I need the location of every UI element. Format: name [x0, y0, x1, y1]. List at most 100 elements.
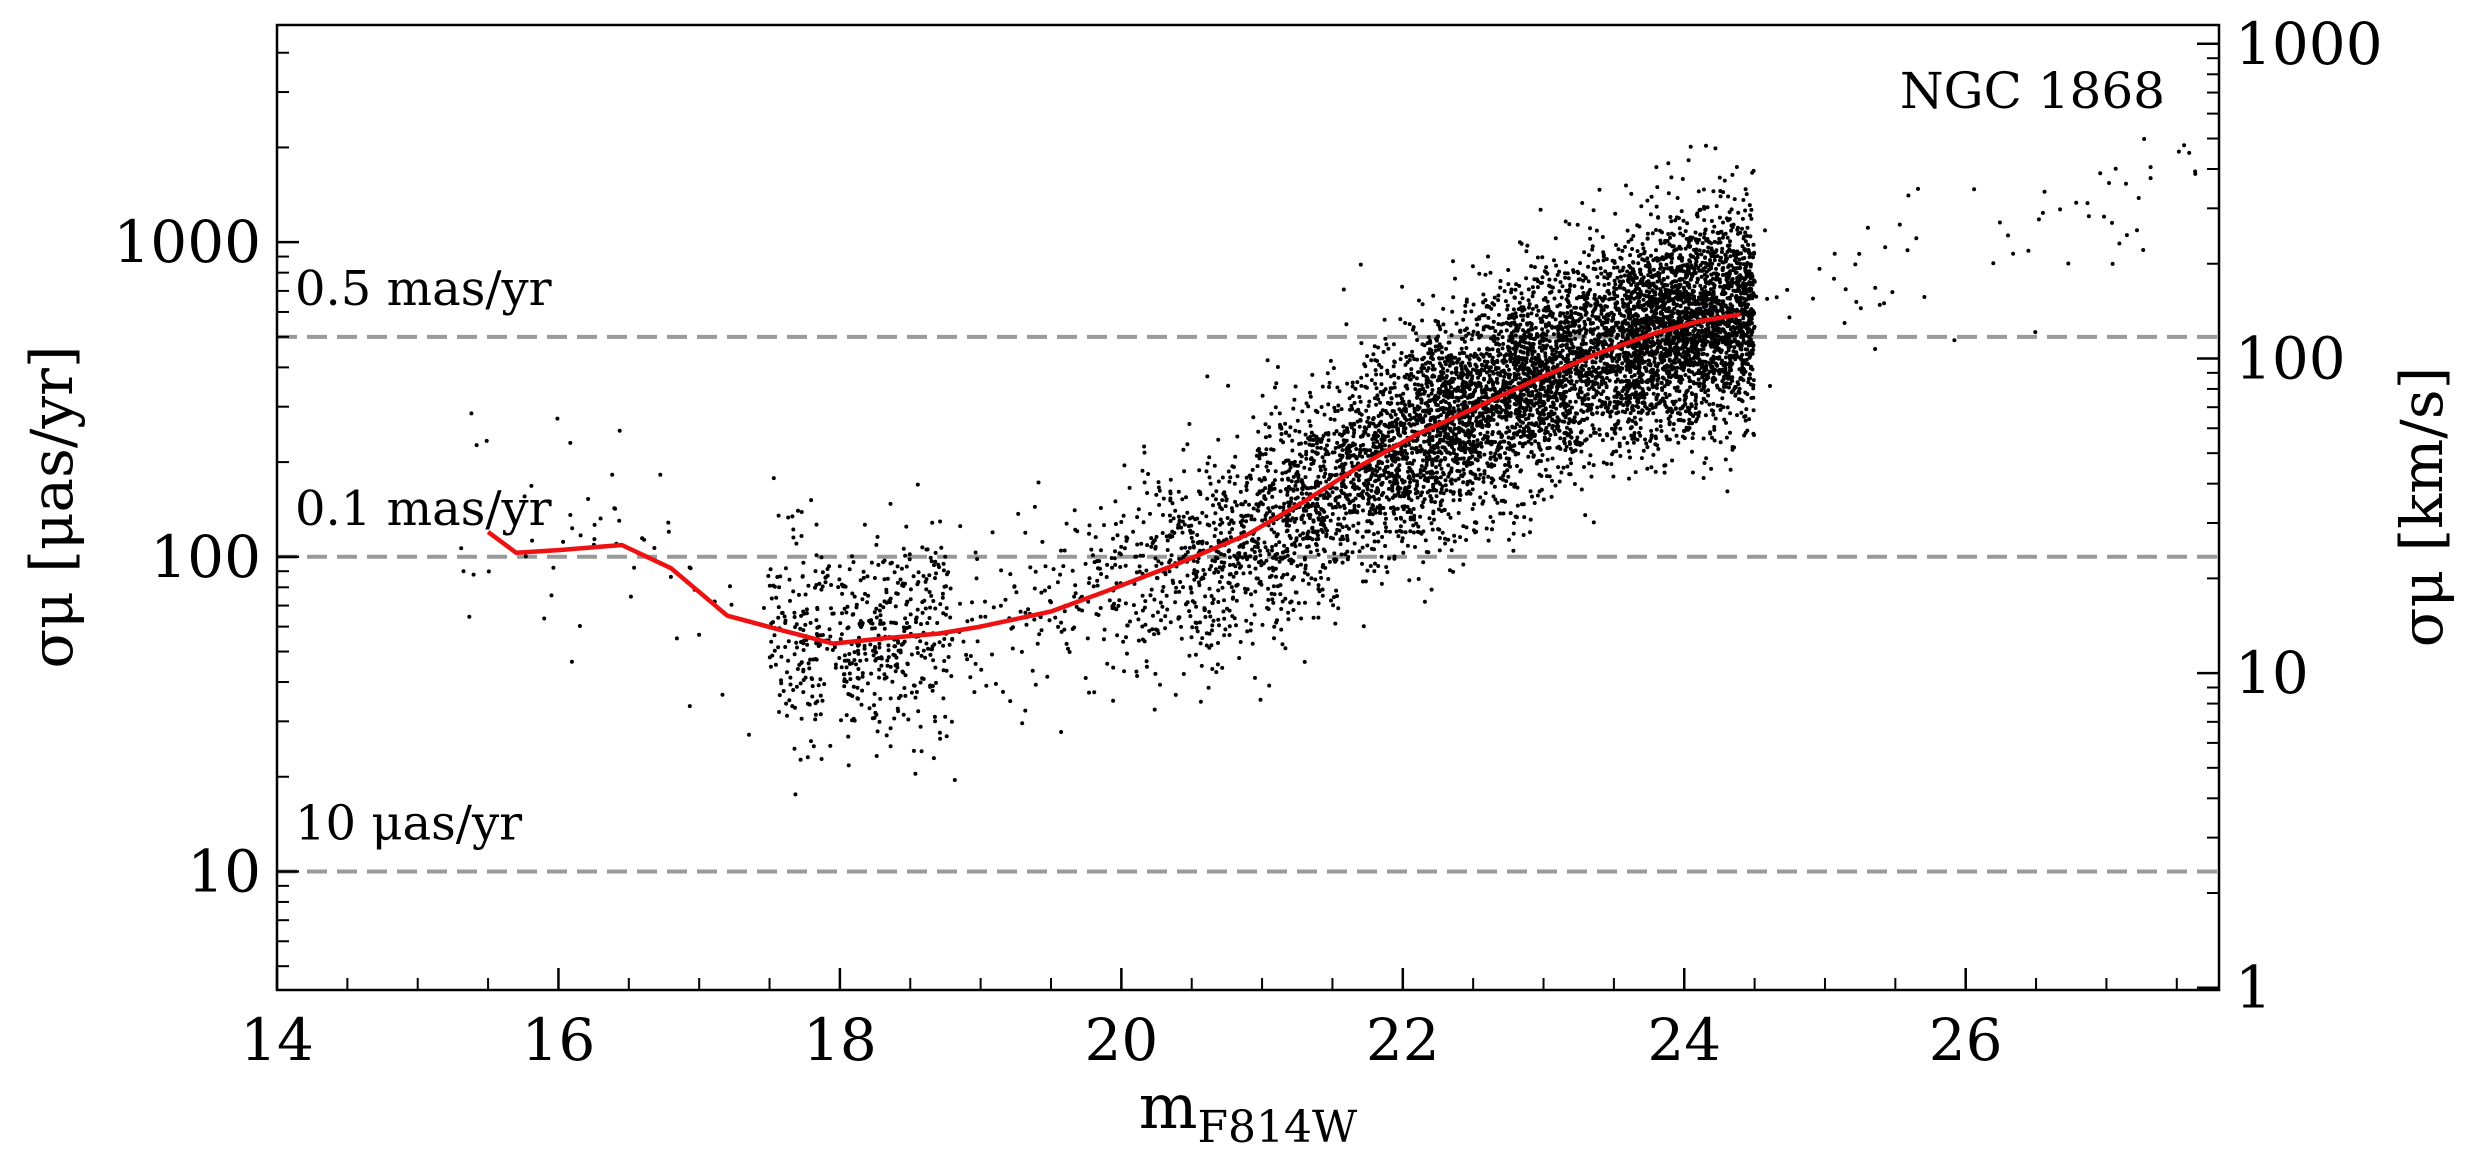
data-point	[1579, 449, 1584, 454]
data-point	[1359, 341, 1364, 346]
data-point	[1206, 685, 1211, 690]
data-point	[666, 520, 671, 525]
data-point	[1407, 322, 1412, 327]
data-point	[1721, 272, 1726, 277]
data-point	[1253, 675, 1257, 680]
data-point	[1712, 224, 1717, 229]
data-point	[816, 644, 821, 648]
data-point	[1325, 514, 1329, 519]
data-point	[901, 712, 906, 717]
data-point	[1443, 483, 1448, 488]
data-point	[1617, 357, 1622, 362]
data-point	[1219, 575, 1224, 579]
data-point	[1680, 177, 1685, 181]
data-point	[1537, 411, 1542, 416]
data-point	[1185, 510, 1190, 515]
data-point	[840, 611, 844, 616]
data-point	[1282, 543, 1287, 548]
data-point	[1567, 388, 1572, 393]
data-point	[1296, 601, 1301, 606]
data-point	[610, 472, 615, 477]
data-point	[1123, 601, 1128, 606]
data-point	[1532, 403, 1536, 408]
data-point	[1292, 519, 1297, 524]
data-point	[1318, 464, 1323, 469]
data-point	[1144, 568, 1149, 573]
data-point	[1749, 216, 1754, 221]
data-point	[1111, 536, 1115, 541]
data-point	[1345, 381, 1350, 386]
data-point	[1618, 255, 1623, 260]
data-point	[1332, 417, 1337, 422]
data-point	[1557, 428, 1562, 433]
data-point	[877, 719, 882, 724]
data-point	[1273, 469, 1278, 474]
data-point	[1464, 326, 1469, 331]
data-point	[1091, 584, 1096, 589]
data-point	[1530, 307, 1535, 311]
data-point	[1322, 412, 1327, 417]
data-point	[823, 580, 828, 585]
data-point	[1429, 587, 1434, 592]
data-point	[1905, 248, 1910, 253]
data-point	[1654, 204, 1659, 209]
data-point	[1654, 427, 1659, 432]
data-point	[784, 701, 789, 706]
data-point	[1099, 572, 1104, 576]
data-point	[1486, 254, 1490, 259]
data-point	[772, 648, 777, 653]
data-point	[1411, 325, 1416, 330]
data-point	[1352, 428, 1357, 433]
data-point	[845, 604, 850, 609]
data-point	[1448, 385, 1453, 390]
data-point	[1564, 260, 1568, 265]
data-point	[1204, 541, 1209, 546]
data-point	[1650, 231, 1655, 236]
data-point	[1056, 624, 1061, 629]
data-point	[1475, 438, 1480, 443]
data-point	[792, 615, 797, 619]
data-point	[1051, 567, 1056, 572]
data-point	[2124, 181, 2128, 186]
data-point	[1464, 525, 1469, 530]
data-point	[1116, 603, 1121, 608]
data-point	[1151, 613, 1155, 618]
data-point	[1191, 558, 1196, 563]
data-point	[1740, 244, 1745, 249]
data-point	[1621, 387, 1626, 392]
data-point	[1198, 641, 1203, 646]
data-point	[1649, 378, 1654, 383]
data-point	[1647, 290, 1652, 295]
data-point	[2157, 99, 2162, 104]
data-point	[930, 688, 935, 693]
data-point	[1709, 466, 1714, 471]
data-point	[1333, 466, 1338, 470]
data-point	[1159, 618, 1163, 623]
data-point	[2110, 220, 2114, 225]
data-point	[1873, 285, 1878, 290]
data-point	[923, 606, 928, 611]
data-point	[1291, 474, 1296, 479]
data-point	[1338, 444, 1343, 449]
data-point	[1408, 377, 1413, 382]
data-point	[1703, 390, 1708, 395]
data-point	[1746, 362, 1750, 367]
data-point	[1336, 501, 1340, 506]
data-point	[1704, 399, 1709, 404]
data-point	[1356, 478, 1361, 483]
data-point	[1365, 543, 1370, 548]
data-point	[1341, 287, 1346, 292]
data-point	[1527, 412, 1532, 417]
data-point	[892, 570, 897, 575]
data-point	[1649, 465, 1654, 470]
data-point	[1482, 452, 1487, 457]
data-point	[1188, 614, 1193, 619]
data-point	[1198, 699, 1203, 704]
data-point	[1496, 444, 1501, 449]
data-point	[1592, 260, 1597, 265]
data-point	[1326, 452, 1331, 457]
data-point	[1368, 564, 1373, 568]
data-point	[1425, 384, 1430, 389]
data-point	[1157, 502, 1162, 507]
data-point	[1252, 612, 1257, 617]
